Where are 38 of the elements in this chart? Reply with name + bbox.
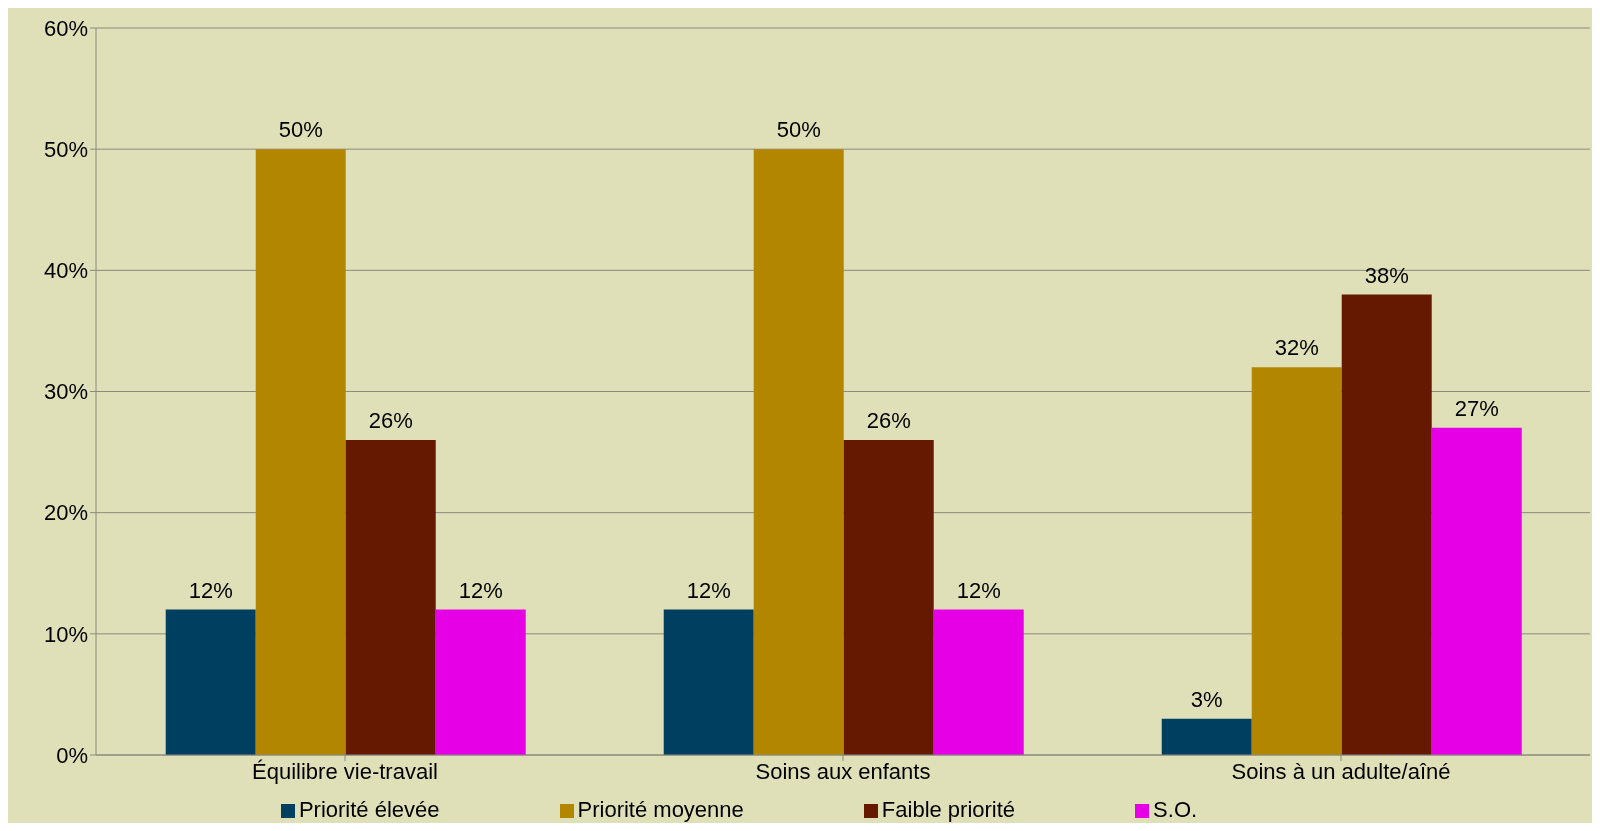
- bar: [933, 609, 1024, 755]
- y-tick-label: 60%: [43, 15, 88, 41]
- data-label: 12%: [188, 577, 233, 603]
- y-tick-label: 40%: [43, 258, 88, 284]
- bar: [165, 609, 256, 755]
- legend-label: S.O.: [1153, 797, 1198, 822]
- y-tick-label: 30%: [43, 379, 88, 405]
- data-label: 38%: [1364, 262, 1409, 288]
- bar: [1251, 367, 1342, 755]
- bar: [753, 149, 844, 755]
- bar: [1161, 718, 1252, 755]
- data-label: 50%: [776, 117, 821, 143]
- data-label: 12%: [458, 577, 503, 603]
- data-label: 12%: [956, 577, 1001, 603]
- data-label: 26%: [866, 407, 911, 433]
- y-tick-label: 50%: [43, 136, 88, 162]
- bar: [435, 609, 526, 755]
- x-tick-label: Équilibre vie-travail: [252, 758, 438, 784]
- bar: [1431, 427, 1522, 755]
- legend-label: Priorité élevée: [298, 797, 440, 822]
- data-label: 26%: [368, 407, 413, 433]
- y-tick-label: 10%: [43, 621, 88, 647]
- bar: [1341, 294, 1432, 755]
- data-label: 32%: [1274, 335, 1319, 361]
- data-label: 27%: [1454, 395, 1499, 421]
- x-tick-label: Soins à un adulte/aîné: [1231, 758, 1451, 784]
- bar: [843, 439, 934, 755]
- legend-label: Priorité moyenne: [577, 797, 744, 822]
- data-label: 12%: [686, 577, 731, 603]
- y-tick-label: 0%: [56, 742, 88, 768]
- legend-label: Faible priorité: [881, 797, 1016, 822]
- bar: [663, 609, 754, 755]
- x-tick-label: Soins aux enfants: [755, 758, 931, 784]
- data-label: 50%: [278, 117, 323, 143]
- y-tick-label: 20%: [43, 500, 88, 526]
- data-label: 3%: [1190, 686, 1223, 712]
- bar: [255, 149, 346, 755]
- bar: [345, 439, 436, 755]
